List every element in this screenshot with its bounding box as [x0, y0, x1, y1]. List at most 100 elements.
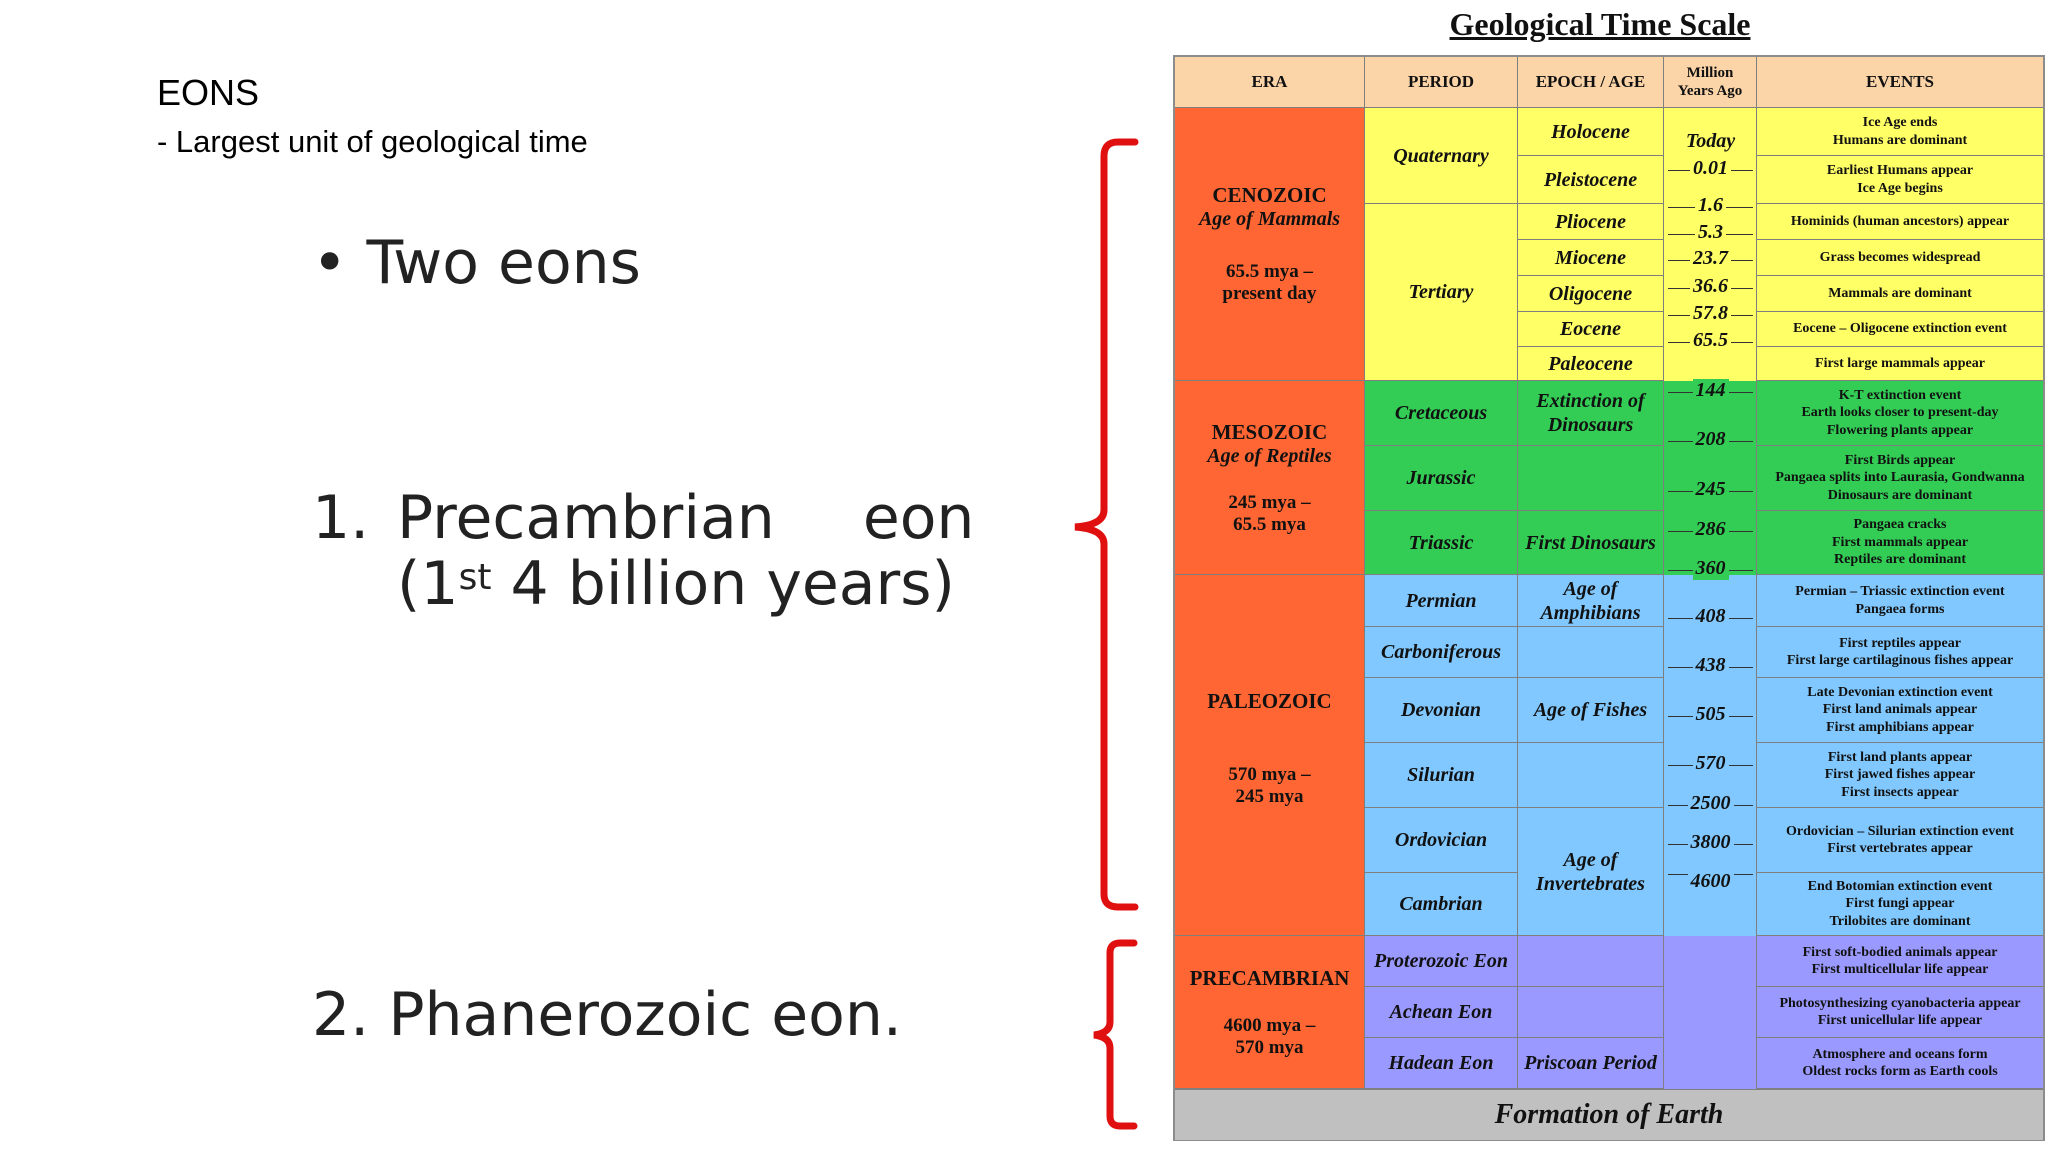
event-cell: First land plants appear First jawed fish… — [1757, 743, 2043, 808]
mya-label: 5.3 — [1664, 221, 1757, 244]
mya-label: 0.01 — [1664, 157, 1757, 180]
event-cell: Ice Age ends Humans are dominant — [1757, 108, 2043, 156]
mya-label: 286 — [1664, 518, 1757, 541]
event-line: First large mammals appear — [1815, 355, 1985, 371]
era-name: PALEOZOIC — [1207, 689, 1332, 713]
mya-label-text: 57.8 — [1690, 302, 1731, 325]
era-name: PRECAMBRIAN — [1189, 965, 1350, 990]
epoch-empty — [1518, 987, 1664, 1038]
event-line: Atmosphere and oceans form — [1812, 1046, 1988, 1062]
era-name: MESOZOIC — [1211, 419, 1328, 444]
event-cell: End Botomian extinction event First fungi… — [1757, 873, 2043, 936]
period-proterozoic: Proterozoic Eon — [1365, 936, 1518, 987]
events-layer: Ice Age ends Humans are dominant Earliest … — [1757, 57, 2043, 1089]
event-line: Mammals are dominant — [1828, 285, 1972, 301]
period-permian: Permian — [1365, 575, 1518, 627]
epoch-miocene: Miocene — [1518, 240, 1664, 276]
period-achean: Achean Eon — [1365, 987, 1518, 1038]
event-line: First soft-bodied animals appear — [1802, 944, 1998, 960]
mya-label-text: 208 — [1692, 428, 1729, 451]
mya-bg-precambrian — [1664, 936, 1757, 1089]
item1-rest: 4 billion years) — [491, 549, 955, 619]
event-cell: Ordovician – Silurian extinction event Fi… — [1757, 808, 2043, 873]
formation-of-earth: Formation of Earth — [1175, 1089, 2043, 1140]
mya-label: 505 — [1664, 703, 1757, 726]
event-cell: First Birds appear Pangaea splits into La… — [1757, 446, 2043, 511]
event-line: First unicellular life appear — [1817, 1013, 1983, 1028]
event-line: Ice Age ends — [1862, 115, 1938, 130]
event-line: Pangaea forms — [1855, 601, 1945, 617]
event-line: First large cartilaginous fishes appear — [1786, 653, 2014, 668]
epoch-extinction-dinosaurs: Extinction of Dinosaurs — [1518, 381, 1664, 446]
era-date: 65.5 mya – — [1225, 261, 1314, 282]
mya-label-text: 1.6 — [1695, 194, 1726, 217]
mya-label: 208 — [1664, 428, 1757, 451]
event-cell: First large mammals appear — [1757, 347, 2043, 381]
mya-label: 408 — [1664, 605, 1757, 628]
large-curly-brace — [1074, 138, 1139, 911]
period-quaternary: Quaternary — [1365, 108, 1518, 204]
event-line: Photosynthesizing cyanobacteria appear — [1779, 995, 2021, 1011]
event-cell: First soft-bodied animals appear First mu… — [1757, 936, 2043, 987]
header-mya-line2: Years Ago — [1677, 83, 1743, 99]
era-name: CENOZOIC — [1212, 183, 1327, 207]
mya-label: 36.6 — [1664, 275, 1757, 298]
event-cell: Permian – Triassic extinction event Panga… — [1757, 575, 2043, 627]
event-line: Earliest Humans appear — [1826, 163, 1974, 178]
event-line: First amphibians appear — [1826, 719, 1974, 735]
era-paleozoic: PALEOZOIC 570 mya – 245 mya — [1175, 575, 1365, 936]
mya-label-text: 144 — [1692, 379, 1729, 402]
mya-label-text: 2500 — [1687, 792, 1734, 815]
era-sub: Age of Mammals — [1198, 208, 1341, 230]
event-line: Earth looks closer to present-day — [1801, 405, 1999, 421]
period-tertiary: Tertiary — [1365, 204, 1518, 381]
mya-label-text: 286 — [1692, 518, 1729, 541]
slide-heading: EONS — [157, 72, 260, 113]
epoch-empty — [1518, 936, 1664, 987]
event-cell: First reptiles appear First large cartila… — [1757, 627, 2043, 678]
header-era: ERA — [1175, 57, 1365, 108]
header-period: PERIOD — [1365, 57, 1518, 108]
mya-label: 2500 — [1664, 792, 1757, 815]
event-line: Pangaea cracks — [1853, 517, 1947, 533]
mya-label: 245 — [1664, 478, 1757, 501]
mya-label-text: 505 — [1692, 703, 1729, 726]
event-cell: Pangaea cracks First mammals appear Reptil… — [1757, 511, 2043, 575]
period-devonian: Devonian — [1365, 678, 1518, 743]
event-line: Hominids (human ancestors) appear — [1790, 213, 2010, 229]
period-carboniferous: Carboniferous — [1365, 627, 1518, 678]
mya-labels-layer: Today 0.01 1.6 5.3 23.7 36.6 57.8 65.5 144 208 245… — [1664, 57, 1757, 1089]
event-cell: Mammals are dominant — [1757, 276, 2043, 312]
list-item-precambrian: 1. Precambrian eon (1st 4 billion years) — [312, 485, 974, 617]
event-line: Humans are dominant — [1832, 132, 1968, 148]
epoch-paleocene: Paleocene — [1518, 347, 1664, 381]
era-date: 570 mya — [1235, 1036, 1304, 1058]
era-date: 245 mya – — [1228, 491, 1311, 513]
era-cenozoic: CENOZOIC Age of Mammals 65.5 mya – prese… — [1175, 108, 1365, 381]
brace-overlay — [1074, 138, 1139, 1130]
event-cell: Photosynthesizing cyanobacteria appear Fi… — [1757, 987, 2043, 1038]
epoch-pleistocene: Pleistocene — [1518, 156, 1664, 204]
epoch-pliocene: Pliocene — [1518, 204, 1664, 240]
period-triassic: Triassic — [1365, 511, 1518, 575]
epoch-first-dinosaurs: First Dinosaurs — [1518, 511, 1664, 575]
timescale-table: ERA PERIOD EPOCH / AGE Million Years Ago… — [1173, 55, 2045, 1141]
mya-label-text: 245 — [1692, 478, 1729, 501]
event-line: Ice Age begins — [1857, 180, 1943, 196]
event-line: Oldest rocks form as Earth cools — [1802, 1064, 1998, 1079]
event-line: Eocene – Oligocene extinction event — [1793, 321, 2007, 337]
event-line: End Botomian extinction event — [1807, 878, 1993, 894]
item1-number: 1. — [312, 483, 370, 553]
period-hadean: Hadean Eon — [1365, 1038, 1518, 1089]
event-line: Pangaea splits into Laurasia, Gondwanna — [1775, 470, 2025, 486]
event-line: First vertebrates appear — [1827, 841, 1973, 856]
era-date: 65.5 mya — [1233, 513, 1306, 535]
item1-word2: eon — [862, 483, 975, 553]
list-item-phanerozoic: 2. Phanerozoic eon. — [312, 980, 902, 1050]
era-date: 245 mya — [1235, 786, 1304, 807]
item1-sup: st — [458, 557, 492, 598]
event-line: First jawed fishes appear — [1824, 767, 1976, 783]
event-line: Dinosaurs are dominant — [1827, 487, 1973, 503]
mya-label: 65.5 — [1664, 329, 1757, 352]
event-line: Reptiles are dominant — [1834, 552, 1966, 568]
